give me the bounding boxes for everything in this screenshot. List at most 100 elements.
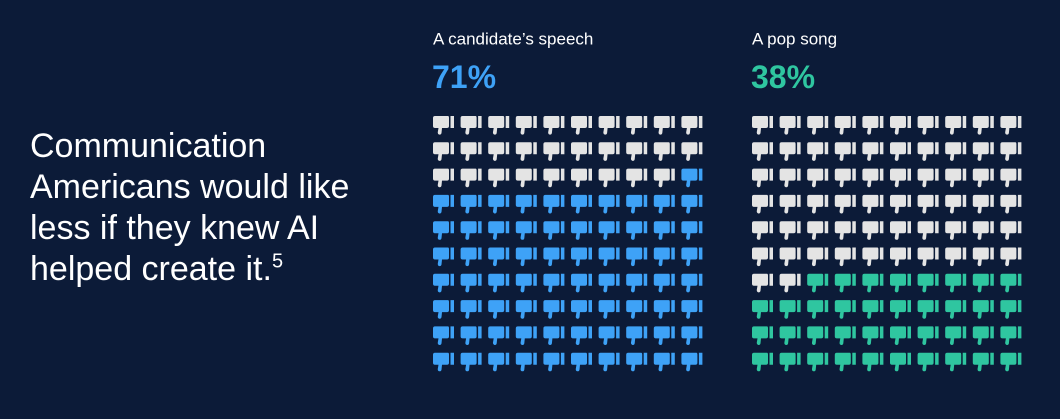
waffle-icon-filled xyxy=(543,326,565,345)
waffle-icon-empty xyxy=(779,194,801,214)
waffle-icon-empty xyxy=(779,168,801,188)
waffle-icon-empty xyxy=(779,273,801,293)
waffle-icon-filled xyxy=(653,352,675,372)
waffle-icon-filled xyxy=(460,221,482,240)
waffle-icon-filled xyxy=(807,352,829,372)
waffle-icon-empty xyxy=(752,221,773,240)
waffle-icon-empty xyxy=(571,142,592,161)
waffle-icon-filled xyxy=(653,221,675,240)
waffle-icon-filled xyxy=(460,273,482,293)
waffle-icon-filled xyxy=(945,273,967,293)
waffle-icon-empty xyxy=(752,168,773,188)
waffle-icon-filled xyxy=(834,352,856,372)
waffle-icon-filled xyxy=(681,300,703,319)
waffle-icon-filled xyxy=(543,247,565,267)
waffle-icon-filled xyxy=(890,352,911,372)
waffle-icon-empty xyxy=(890,142,911,161)
waffle-icon-empty xyxy=(1000,194,1022,214)
waffle-icon-filled xyxy=(834,273,856,293)
waffle-icon-empty xyxy=(779,116,801,135)
waffle-icon-empty xyxy=(653,142,675,161)
waffle-icon-filled xyxy=(626,326,648,345)
waffle-icon-empty xyxy=(779,221,801,240)
panel-title: A pop song xyxy=(752,29,837,48)
waffle-icon-empty xyxy=(972,116,994,135)
waffle-icon-empty xyxy=(917,142,939,161)
waffle-icon-empty xyxy=(972,142,994,161)
panel-value: 38% xyxy=(751,59,815,95)
waffle-icon-filled xyxy=(807,300,829,319)
waffle-icon-filled xyxy=(598,273,620,293)
waffle-icon-empty xyxy=(488,116,510,135)
waffle-icon-filled xyxy=(626,273,648,293)
waffle-icon-empty xyxy=(917,194,939,214)
waffle-icon-filled xyxy=(488,247,510,267)
waffle-icon-empty xyxy=(752,194,773,214)
waffle-icon-filled xyxy=(460,326,482,345)
waffle-icon-filled xyxy=(460,352,482,372)
headline-text: Communication Americans would like less … xyxy=(30,127,350,288)
waffle-icon-empty xyxy=(460,116,482,135)
waffle-icon-empty xyxy=(972,168,994,188)
waffle-icon-filled xyxy=(862,273,884,293)
waffle-icon-filled xyxy=(972,352,994,372)
waffle-icon-filled xyxy=(571,300,592,319)
waffle-icon-filled xyxy=(543,352,565,372)
waffle-icon-filled xyxy=(834,300,856,319)
waffle-icon-filled xyxy=(488,194,510,214)
waffle-icon-empty xyxy=(890,116,911,135)
waffle-icon-filled xyxy=(1000,273,1022,293)
waffle-icon-filled xyxy=(945,300,967,319)
waffle-icon-empty xyxy=(834,194,856,214)
waffle-icon-empty xyxy=(752,273,773,293)
waffle-icon-empty xyxy=(1000,116,1022,135)
waffle-icon-filled xyxy=(890,300,911,319)
waffle-icon-filled xyxy=(543,273,565,293)
waffle-icon-filled xyxy=(972,273,994,293)
waffle-icon-empty xyxy=(917,168,939,188)
waffle-icon-filled xyxy=(488,352,510,372)
waffle-icon-empty xyxy=(890,247,911,267)
waffle-icon-empty xyxy=(972,247,994,267)
footnote-ref: 5 xyxy=(271,250,284,273)
waffle-icon-empty xyxy=(460,142,482,161)
waffle-icon-empty xyxy=(515,142,537,161)
waffle-icon-empty xyxy=(571,168,592,188)
waffle-icon-empty xyxy=(433,142,454,161)
waffle-icon-filled xyxy=(626,247,648,267)
waffle-icon-empty xyxy=(488,142,510,161)
waffle-icon-empty xyxy=(945,247,967,267)
waffle-icon-filled xyxy=(515,194,537,214)
waffle-icon-filled xyxy=(862,300,884,319)
waffle-icon-empty xyxy=(1000,168,1022,188)
waffle-icon-empty xyxy=(653,168,675,188)
waffle-icon-empty xyxy=(543,142,565,161)
waffle-icon-empty xyxy=(1000,142,1022,161)
waffle-icon-filled xyxy=(598,194,620,214)
waffle-icon-filled xyxy=(460,247,482,267)
waffle-icon-filled xyxy=(571,273,592,293)
waffle-icon-filled xyxy=(626,194,648,214)
waffle-icon-empty xyxy=(752,142,773,161)
waffle-icon-empty xyxy=(779,142,801,161)
waffle-icon-filled xyxy=(598,326,620,345)
waffle-icon-empty xyxy=(626,142,648,161)
waffle-icon-empty xyxy=(807,194,829,214)
waffle-icon-empty xyxy=(834,142,856,161)
waffle-icon-filled xyxy=(626,352,648,372)
waffle-icon-empty xyxy=(945,168,967,188)
waffle-icon-empty xyxy=(862,247,884,267)
waffle-icon-filled xyxy=(681,352,703,372)
waffle-icon-empty xyxy=(433,116,454,135)
waffle-icon-filled xyxy=(779,352,801,372)
waffle-icon-filled xyxy=(626,221,648,240)
waffle-icon-empty xyxy=(917,221,939,240)
waffle-icon-empty xyxy=(890,168,911,188)
waffle-icon-filled xyxy=(433,300,454,319)
waffle-icon-empty xyxy=(460,168,482,188)
waffle-icon-empty xyxy=(834,221,856,240)
waffle-icon-filled xyxy=(752,352,773,372)
waffle-icon-filled xyxy=(917,326,939,345)
waffle-icon-filled xyxy=(653,300,675,319)
